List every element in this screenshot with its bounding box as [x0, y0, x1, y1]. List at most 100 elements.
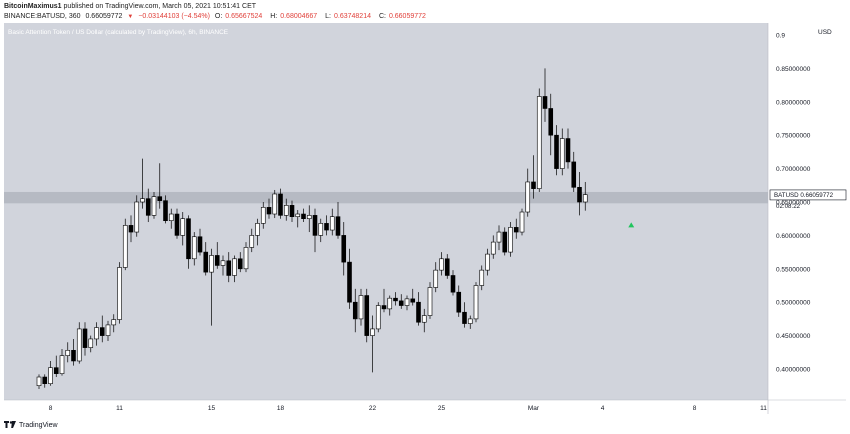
candle [324, 215, 329, 236]
candle [220, 255, 226, 276]
candle [312, 208, 318, 253]
ohlc-open: O: 0.65667524 [214, 13, 263, 20]
candle-body [450, 275, 456, 293]
candle [82, 322, 88, 356]
candle [341, 222, 347, 276]
candle-body [318, 223, 324, 236]
candle-body [249, 235, 255, 248]
candle-body [393, 297, 398, 302]
candle [416, 292, 421, 326]
candle-body [485, 253, 490, 271]
candle [266, 198, 272, 219]
candle [404, 295, 410, 311]
candle [370, 315, 375, 373]
candle-body [467, 318, 473, 324]
candle [226, 252, 232, 283]
candle-body [99, 327, 105, 336]
candle [456, 285, 462, 317]
candle [490, 235, 496, 259]
candle [128, 215, 134, 243]
candle [203, 242, 209, 276]
ohlc-close: C: 0.66059772 [378, 13, 426, 20]
candle [496, 225, 502, 251]
candle-body [209, 255, 214, 273]
candle [243, 242, 249, 273]
candle-body [140, 198, 145, 203]
price-change: −0.03144103 (−4.54%) [138, 13, 210, 20]
candle-body [490, 241, 496, 255]
candle-body [283, 205, 289, 216]
candle [473, 282, 479, 323]
candle-body [571, 161, 577, 188]
y-tick-label: 0.9 [776, 33, 785, 40]
candle [191, 232, 197, 266]
candle-body [404, 298, 410, 306]
candle [255, 218, 260, 246]
candle [186, 215, 191, 269]
x-tick-label: Mar [528, 405, 540, 412]
candle [439, 252, 444, 276]
candle [335, 202, 341, 239]
candle-body [105, 324, 111, 336]
candle-body [554, 134, 559, 169]
candle [151, 191, 157, 219]
candle [531, 155, 536, 199]
candle-body [134, 201, 140, 233]
candle-body [462, 311, 467, 324]
candle-body [151, 196, 157, 216]
candle [513, 218, 519, 239]
candle [318, 218, 324, 243]
symbol-line: BINANCE:BATUSD, 360 0.66059772 ▼ −0.0314… [4, 12, 432, 22]
candle-body [191, 236, 197, 260]
y-tick-label: 0.70000000 [776, 166, 811, 173]
candle-body [370, 328, 375, 336]
candle-body [525, 181, 531, 213]
chart-panel [4, 23, 768, 400]
candle [94, 322, 99, 346]
candle-body [496, 231, 502, 243]
last-price-box [769, 189, 847, 201]
currency-label: USD [818, 29, 832, 36]
price-axis[interactable] [768, 23, 846, 400]
ohlc-low: L: 0.63748214 [325, 13, 371, 20]
candle [168, 208, 174, 229]
candle [209, 248, 214, 326]
tradingview-logo-icon [4, 421, 16, 428]
candle [260, 202, 266, 229]
candle [232, 255, 237, 283]
candle-body [519, 211, 525, 233]
candle [157, 163, 163, 209]
y-tick-label: 0.75000000 [776, 133, 811, 140]
x-tick-label: 8 [49, 405, 53, 412]
candle-body [243, 247, 249, 270]
candle-body [197, 236, 203, 253]
candle-body [502, 231, 508, 253]
candle [59, 348, 65, 376]
candle [462, 302, 467, 328]
chart-header: BitcoinMaximus1 published on TradingView… [4, 2, 432, 22]
candle-body [513, 227, 519, 233]
candle-body [352, 301, 358, 320]
candle [42, 374, 48, 388]
candle [565, 128, 571, 169]
candle [134, 195, 140, 237]
candle [398, 294, 404, 309]
candle-body [226, 260, 232, 276]
tradingview-brand[interactable]: TradingView [19, 421, 58, 429]
candle [381, 288, 387, 313]
candle [433, 262, 439, 293]
candle-body [565, 138, 571, 163]
candle-body [163, 200, 168, 222]
candle [180, 212, 186, 246]
candle [53, 355, 59, 378]
candle-body [358, 295, 364, 320]
candle-body [536, 96, 542, 189]
candle [306, 205, 312, 233]
candle [140, 158, 145, 209]
candle-body [214, 255, 220, 266]
candle-body [364, 295, 370, 336]
author-name[interactable]: BitcoinMaximus1 [4, 3, 62, 10]
candle [554, 125, 559, 176]
candle-body [444, 258, 450, 276]
